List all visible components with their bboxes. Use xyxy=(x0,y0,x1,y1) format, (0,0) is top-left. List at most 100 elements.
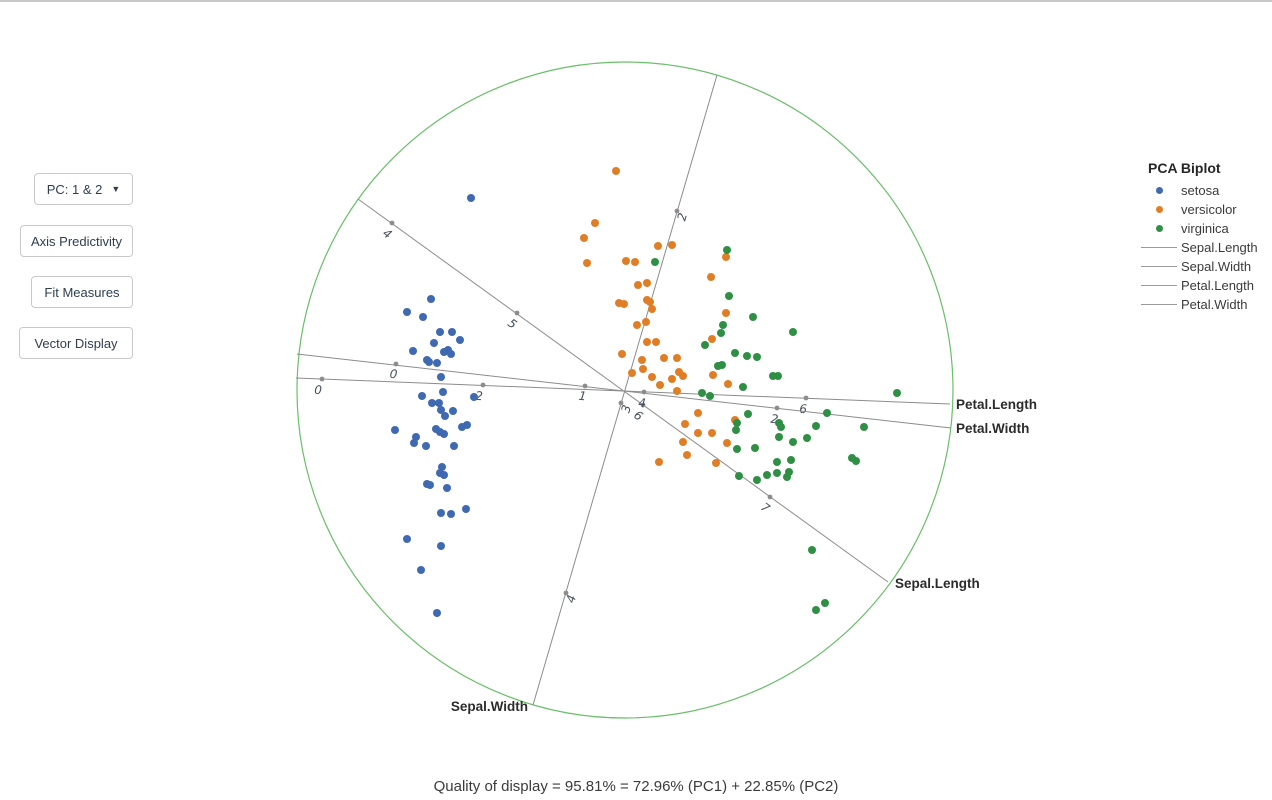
scatter-point-setosa xyxy=(428,399,436,407)
scatter-point-virginica xyxy=(852,457,860,465)
scatter-point-virginica xyxy=(731,349,739,357)
scatter-point-versicolor xyxy=(656,381,664,389)
axis-tick-label: 1 xyxy=(578,389,587,404)
scatter-point-setosa xyxy=(441,412,449,420)
axis-tick-label: 3 xyxy=(618,403,634,414)
scatter-point-setosa xyxy=(430,339,438,347)
legend-item-label: versicolor xyxy=(1181,202,1237,217)
scatter-point-versicolor xyxy=(654,242,662,250)
scatter-point-versicolor xyxy=(668,241,676,249)
axis-tick xyxy=(393,361,399,367)
axis-tick-label: 4 xyxy=(563,593,579,604)
scatter-point-versicolor xyxy=(648,373,656,381)
scatter-point-versicolor xyxy=(679,438,687,446)
scatter-point-setosa xyxy=(437,509,445,517)
scatter-point-versicolor xyxy=(724,380,732,388)
scatter-point-setosa xyxy=(426,481,434,489)
legend-item-sepal-length: Sepal.Length xyxy=(1141,238,1272,257)
axis-line-icon xyxy=(1141,247,1177,248)
scatter-point-setosa xyxy=(440,348,448,356)
scatter-point-virginica xyxy=(698,389,706,397)
scatter-point-setosa xyxy=(456,336,464,344)
axis-tick-label: 0 xyxy=(314,383,323,397)
scatter-point-setosa xyxy=(427,295,435,303)
legend-item-label: Sepal.Width xyxy=(1181,259,1252,274)
scatter-point-versicolor xyxy=(708,429,716,437)
scatter-point-versicolor xyxy=(683,451,691,459)
scatter-point-versicolor xyxy=(633,321,641,329)
scatter-point-versicolor xyxy=(673,387,681,395)
scatter-point-virginica xyxy=(773,469,781,477)
scatter-point-virginica xyxy=(743,352,751,360)
fit-measures-button[interactable]: Fit Measures xyxy=(31,276,133,308)
legend-item-versicolor: versicolor xyxy=(1141,200,1272,219)
axis-label-Petal.Width: Petal.Width xyxy=(956,421,1029,436)
scatter-point-setosa xyxy=(419,313,427,321)
axis-tick xyxy=(319,376,325,382)
scatter-point-setosa xyxy=(440,430,448,438)
scatter-point-versicolor xyxy=(634,281,642,289)
legend-item-petal-width: Petal.Width xyxy=(1141,295,1272,314)
scatter-point-setosa xyxy=(433,359,441,367)
legend-symbol xyxy=(1141,304,1177,305)
scatter-point-virginica xyxy=(812,606,820,614)
scatter-point-versicolor xyxy=(642,318,650,326)
axis-tick xyxy=(640,402,646,408)
scatter-point-setosa xyxy=(440,471,448,479)
legend-symbol xyxy=(1141,285,1177,286)
scatter-point-virginica xyxy=(823,409,831,417)
scatter-point-versicolor xyxy=(723,439,731,447)
legend-item-virginica: virginica xyxy=(1141,219,1272,238)
scatter-point-versicolor xyxy=(620,300,628,308)
scatter-point-setosa xyxy=(422,442,430,450)
legend-title: PCA Biplot xyxy=(1148,160,1221,176)
axis-line-Sepal.Width xyxy=(532,74,718,706)
axis-line-icon xyxy=(1141,285,1177,286)
scatter-point-setosa xyxy=(418,392,426,400)
scatter-point-versicolor xyxy=(646,298,654,306)
axis-tick-label: 2 xyxy=(475,389,483,403)
scatter-point-versicolor xyxy=(618,350,626,358)
axis-tick-label: 5 xyxy=(505,316,519,332)
scatter-point-virginica xyxy=(749,313,757,321)
scatter-point-setosa xyxy=(437,406,445,414)
scatter-point-versicolor xyxy=(707,273,715,281)
scatter-point-setosa xyxy=(443,484,451,492)
scatter-point-virginica xyxy=(651,258,659,266)
axis-tick-label: 4 xyxy=(638,396,646,410)
scatter-point-versicolor xyxy=(639,365,647,373)
scatter-point-virginica xyxy=(725,292,733,300)
scatter-point-virginica xyxy=(719,321,727,329)
vector-display-button[interactable]: Vector Display xyxy=(19,327,133,359)
scatter-point-versicolor xyxy=(638,356,646,364)
pc-selector-dropdown[interactable]: PC: 1 & 2 ▼ xyxy=(34,173,133,205)
scatter-point-versicolor xyxy=(628,369,636,377)
unit-circle xyxy=(296,61,954,719)
scatter-point-setosa xyxy=(433,609,441,617)
scatter-point-versicolor xyxy=(668,375,676,383)
legend-item-label: Sepal.Length xyxy=(1181,240,1258,255)
scatter-point-virginica xyxy=(732,426,740,434)
scatter-point-virginica xyxy=(718,361,726,369)
legend-item-label: Petal.Length xyxy=(1181,278,1255,293)
scatter-point-virginica xyxy=(812,422,820,430)
scatter-point-setosa xyxy=(449,407,457,415)
scatter-point-versicolor xyxy=(722,253,730,261)
axis-tick-label: 0 xyxy=(389,367,399,382)
quality-of-display-caption: Quality of display = 95.81% = 72.96% (PC… xyxy=(433,778,839,795)
scatter-point-versicolor xyxy=(679,372,687,380)
legend-item-label: setosa xyxy=(1181,183,1220,198)
axis-predictivity-button[interactable]: Axis Predictivity xyxy=(20,225,133,257)
setosa-dot-icon xyxy=(1155,187,1163,194)
scatter-point-virginica xyxy=(751,444,759,452)
scatter-point-virginica xyxy=(739,383,747,391)
axis-line-icon xyxy=(1141,304,1177,305)
scatter-point-versicolor xyxy=(709,371,717,379)
axis-tick xyxy=(803,395,809,401)
scatter-point-setosa xyxy=(462,505,470,513)
scatter-point-virginica xyxy=(717,329,725,337)
scatter-point-setosa xyxy=(436,328,444,336)
axis-tick-label: 6 xyxy=(631,408,646,424)
